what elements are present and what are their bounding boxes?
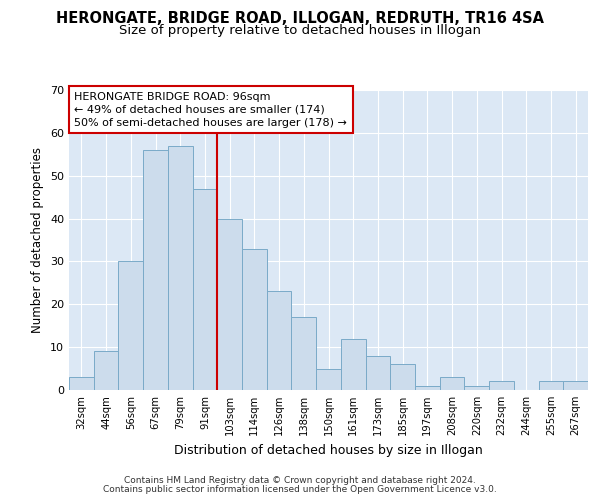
Bar bbox=[193, 188, 217, 390]
Bar bbox=[143, 150, 168, 390]
Bar bbox=[415, 386, 440, 390]
Text: HERONGATE, BRIDGE ROAD, ILLOGAN, REDRUTH, TR16 4SA: HERONGATE, BRIDGE ROAD, ILLOGAN, REDRUTH… bbox=[56, 11, 544, 26]
X-axis label: Distribution of detached houses by size in Illogan: Distribution of detached houses by size … bbox=[174, 444, 483, 456]
Bar bbox=[168, 146, 193, 390]
Text: Contains HM Land Registry data © Crown copyright and database right 2024.: Contains HM Land Registry data © Crown c… bbox=[124, 476, 476, 485]
Bar bbox=[365, 356, 390, 390]
Bar bbox=[341, 338, 365, 390]
Bar bbox=[489, 382, 514, 390]
Bar bbox=[464, 386, 489, 390]
Y-axis label: Number of detached properties: Number of detached properties bbox=[31, 147, 44, 333]
Text: HERONGATE BRIDGE ROAD: 96sqm
← 49% of detached houses are smaller (174)
50% of s: HERONGATE BRIDGE ROAD: 96sqm ← 49% of de… bbox=[74, 92, 347, 128]
Bar bbox=[267, 292, 292, 390]
Bar bbox=[118, 262, 143, 390]
Bar bbox=[242, 248, 267, 390]
Bar bbox=[563, 382, 588, 390]
Bar bbox=[316, 368, 341, 390]
Bar bbox=[217, 218, 242, 390]
Bar bbox=[539, 382, 563, 390]
Bar bbox=[440, 377, 464, 390]
Text: Size of property relative to detached houses in Illogan: Size of property relative to detached ho… bbox=[119, 24, 481, 37]
Bar bbox=[292, 317, 316, 390]
Bar bbox=[69, 377, 94, 390]
Bar bbox=[94, 352, 118, 390]
Bar bbox=[390, 364, 415, 390]
Text: Contains public sector information licensed under the Open Government Licence v3: Contains public sector information licen… bbox=[103, 485, 497, 494]
